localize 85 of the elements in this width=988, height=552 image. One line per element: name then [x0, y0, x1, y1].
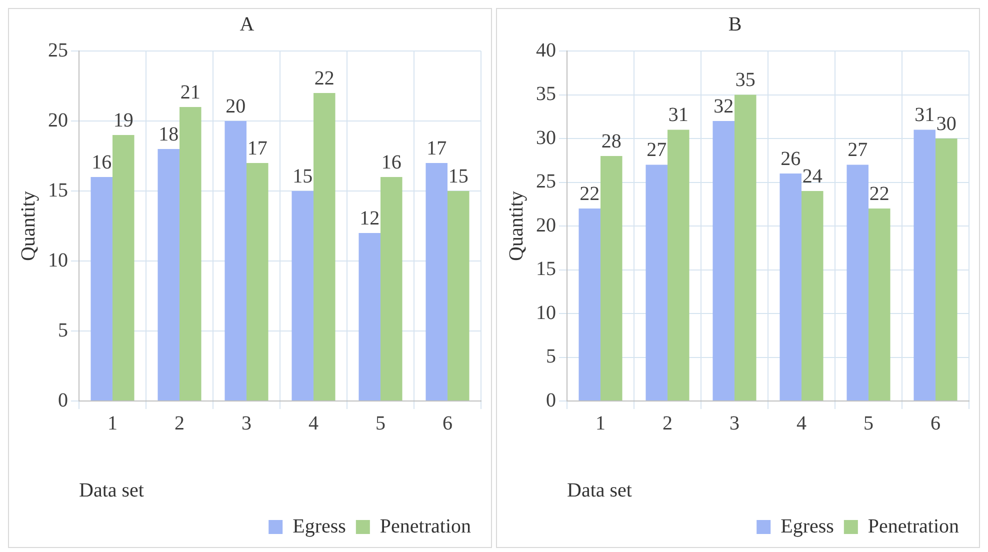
x-tick-label: 3 [242, 412, 252, 434]
y-tick-label: 5 [58, 319, 68, 342]
data-label: 16 [92, 151, 112, 174]
chart-title: A [240, 13, 255, 36]
bar [936, 138, 958, 400]
y-tick-label: 35 [536, 83, 556, 105]
y-tick-label: 25 [48, 39, 68, 62]
bar [380, 177, 402, 400]
y-tick-label: 15 [536, 258, 556, 280]
legend-label: Egress [780, 515, 834, 538]
data-label: 15 [292, 165, 313, 188]
bar [780, 174, 802, 400]
bar [224, 121, 246, 400]
bar [846, 164, 868, 400]
bar [600, 156, 622, 400]
x-tick-label: 3 [730, 412, 740, 434]
data-label: 18 [158, 123, 179, 146]
bar [712, 121, 734, 400]
y-tick-label: 40 [536, 39, 556, 62]
x-tick-label: 2 [174, 412, 184, 434]
bar [914, 130, 936, 400]
y-tick-label: 15 [48, 179, 68, 202]
y-tick-label: 5 [546, 346, 556, 368]
y-tick-label: 10 [48, 249, 68, 272]
data-label: 35 [735, 69, 756, 91]
x-tick-label: 1 [596, 412, 606, 434]
bar [734, 94, 756, 400]
data-label: 17 [247, 137, 268, 160]
x-axis-title: Data set [567, 479, 632, 502]
data-label: 22 [314, 67, 334, 90]
x-tick-label: 4 [308, 412, 318, 434]
x-tick-label: 5 [864, 412, 874, 434]
data-label: 27 [848, 139, 868, 161]
y-tick-label: 25 [536, 170, 556, 192]
x-tick-label: 4 [796, 412, 806, 434]
y-tick-label: 10 [536, 302, 556, 324]
bar [802, 191, 824, 400]
data-label: 26 [780, 148, 801, 170]
x-tick-label: 6 [930, 412, 940, 434]
bar [180, 107, 202, 400]
bar [158, 149, 180, 400]
data-label: 20 [226, 95, 246, 118]
legend-label: Penetration [380, 515, 472, 538]
y-tick-label: 20 [48, 109, 68, 132]
data-label: 22 [580, 182, 600, 205]
bar [292, 191, 314, 400]
data-label: 30 [936, 112, 956, 135]
data-label: 21 [180, 81, 200, 104]
bar [112, 135, 134, 400]
x-tick-label: 1 [108, 412, 118, 434]
legend-label: Penetration [868, 515, 960, 538]
data-label: 32 [714, 95, 734, 118]
legend-label: Egress [292, 515, 346, 538]
bar [646, 164, 668, 400]
data-label: 19 [113, 109, 134, 132]
data-label: 15 [448, 165, 468, 188]
data-label: 16 [381, 151, 402, 174]
chart-title: B [728, 13, 742, 36]
y-tick-label: 0 [58, 389, 68, 412]
bar [358, 233, 380, 400]
x-tick-label: 6 [442, 412, 452, 434]
y-axis-title: Quantity [505, 191, 528, 261]
bar [426, 163, 448, 400]
x-tick-label: 5 [376, 412, 386, 434]
data-label: 27 [646, 139, 667, 161]
y-tick-label: 30 [536, 126, 556, 149]
data-label: 17 [426, 137, 447, 160]
data-label: 24 [802, 165, 822, 188]
y-tick-label: 0 [546, 389, 556, 412]
bar [578, 208, 600, 400]
bar [314, 93, 336, 400]
data-label: 22 [869, 182, 890, 205]
data-label: 12 [360, 207, 380, 230]
x-tick-label: 2 [662, 412, 672, 434]
bar [246, 163, 268, 400]
bar [448, 191, 470, 400]
y-axis-title: Quantity [17, 191, 40, 261]
x-axis-title: Data set [79, 479, 144, 502]
bar [868, 208, 890, 400]
y-tick-label: 20 [536, 214, 556, 236]
data-label: 31 [668, 104, 688, 126]
data-label: 28 [601, 130, 622, 152]
bar [90, 177, 112, 400]
data-label: 31 [914, 104, 935, 126]
bar [668, 130, 690, 400]
